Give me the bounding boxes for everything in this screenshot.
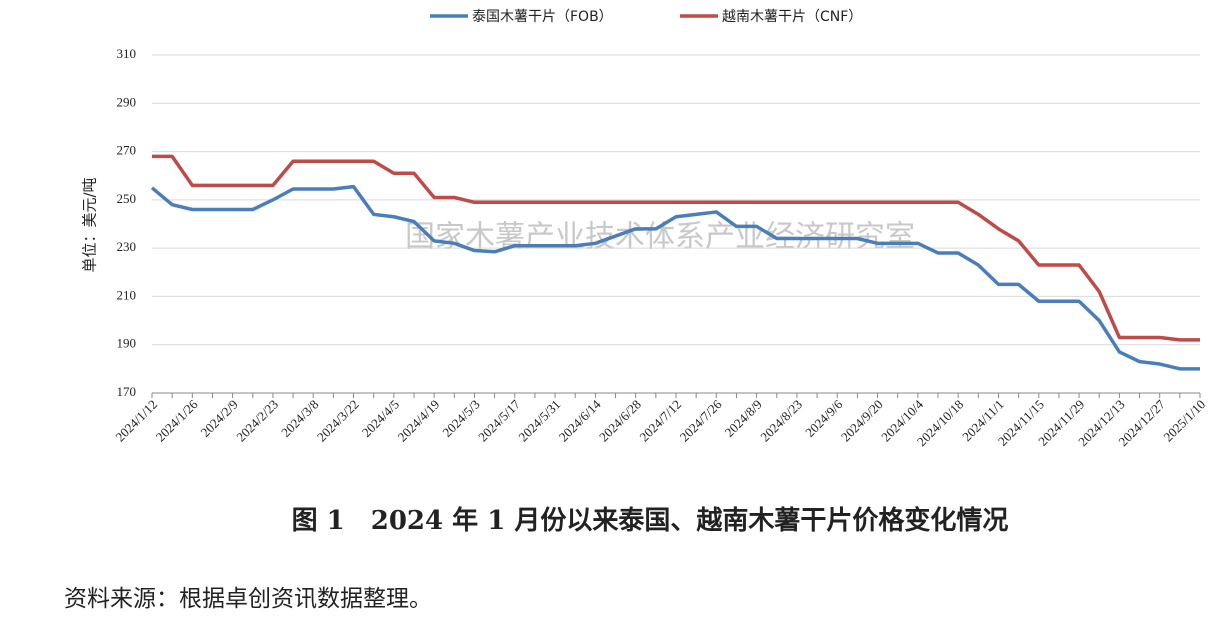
x-tick-label: 2024/7/26 bbox=[677, 396, 725, 444]
caption: 图 1 2024 年 1 月份以来泰国、越南木薯干片价格变化情况 bbox=[292, 505, 1009, 536]
y-tick-label: 190 bbox=[117, 336, 137, 351]
x-tick-label: 2024/1/12 bbox=[112, 397, 160, 445]
legend-label: 越南木薯干片（CNF） bbox=[722, 9, 862, 25]
x-tick-label: 2024/9/20 bbox=[838, 397, 886, 445]
x-tick-label: 2024/7/12 bbox=[636, 397, 684, 445]
x-tick-label: 2024/1/26 bbox=[153, 396, 201, 444]
x-tick-label: 2025/1/10 bbox=[1160, 397, 1208, 445]
source-note: 资料来源：根据卓创资讯数据整理。 bbox=[64, 586, 432, 612]
y-tick-label: 250 bbox=[117, 191, 137, 206]
x-tick-label: 2024/6/28 bbox=[596, 397, 644, 445]
legend-label: 泰国木薯干片（FOB） bbox=[472, 9, 613, 25]
x-tick-label: 2024/5/17 bbox=[475, 396, 523, 444]
y-tick-label: 290 bbox=[117, 94, 137, 109]
series-line bbox=[150, 184, 1200, 371]
y-tick-label: 310 bbox=[117, 46, 137, 61]
y-tick-label: 170 bbox=[117, 384, 137, 399]
y-axis-label: 单位：美元/吨 bbox=[81, 177, 99, 272]
y-tick-label: 210 bbox=[117, 287, 137, 302]
y-tick-label: 230 bbox=[117, 239, 137, 254]
y-tick-label: 270 bbox=[117, 143, 137, 158]
x-tick-label: 2024/8/23 bbox=[757, 397, 805, 445]
x-tick-label: 2024/3/22 bbox=[314, 397, 362, 445]
series-line bbox=[152, 154, 1200, 342]
x-tick-label: 2024/4/19 bbox=[394, 397, 442, 445]
x-tick-label: 2024/5/31 bbox=[515, 397, 563, 445]
x-tick-label: 2024/2/23 bbox=[233, 397, 281, 445]
x-tick-label: 2024/6/14 bbox=[556, 396, 604, 444]
